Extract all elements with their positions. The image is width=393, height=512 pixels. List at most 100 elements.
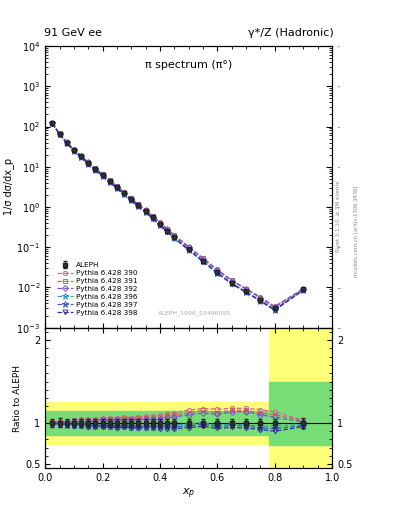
Pythia 6.428 396 [301, 287, 306, 293]
Pythia 6.428 398 [201, 259, 206, 265]
Pythia 6.428 392 [201, 256, 206, 262]
Pythia 6.428 396 [86, 160, 90, 166]
Pythia 6.428 397 [100, 173, 105, 179]
Pythia 6.428 390 [215, 266, 220, 272]
Bar [269, 328, 332, 468]
Pythia 6.428 391 [57, 131, 62, 137]
Pythia 6.428 397 [244, 289, 248, 295]
Pythia 6.428 392 [143, 207, 148, 214]
Pythia 6.428 391 [136, 201, 141, 207]
Pythia 6.428 398 [107, 179, 112, 185]
X-axis label: $x_p$: $x_p$ [182, 486, 195, 501]
Pythia 6.428 391 [107, 177, 112, 183]
Pythia 6.428 391 [201, 255, 206, 262]
Pythia 6.428 391 [129, 196, 134, 202]
Pythia 6.428 392 [301, 286, 306, 292]
Pythia 6.428 398 [258, 298, 263, 304]
Pythia 6.428 397 [301, 287, 306, 293]
Text: mcplots.cern.ch [arXiv:1306.3436]: mcplots.cern.ch [arXiv:1306.3436] [354, 186, 359, 278]
Pythia 6.428 392 [165, 226, 169, 232]
Pythia 6.428 390 [151, 213, 155, 219]
Pythia 6.428 397 [258, 297, 263, 304]
Pythia 6.428 391 [186, 244, 191, 250]
Pythia 6.428 396 [165, 228, 169, 234]
Pythia 6.428 398 [165, 229, 169, 235]
Pythia 6.428 398 [172, 235, 177, 241]
Pythia 6.428 396 [172, 234, 177, 241]
Bar [45, 411, 269, 435]
Pythia 6.428 390 [230, 277, 234, 283]
Pythia 6.428 390 [258, 294, 263, 300]
Pythia 6.428 397 [230, 281, 234, 287]
Pythia 6.428 396 [186, 246, 191, 252]
Pythia 6.428 397 [107, 179, 112, 185]
Pythia 6.428 396 [122, 190, 127, 197]
Pythia 6.428 396 [272, 306, 277, 312]
Text: ALEPH_1996_S3486095: ALEPH_1996_S3486095 [158, 311, 231, 316]
Pythia 6.428 398 [272, 307, 277, 313]
Pythia 6.428 398 [64, 140, 69, 146]
Pythia 6.428 391 [258, 294, 263, 301]
Pythia 6.428 398 [230, 281, 234, 287]
Pythia 6.428 396 [244, 289, 248, 295]
Pythia 6.428 390 [272, 303, 277, 309]
Pythia 6.428 391 [100, 172, 105, 178]
Pythia 6.428 392 [136, 202, 141, 208]
Pythia 6.428 397 [143, 209, 148, 215]
Pythia 6.428 397 [129, 197, 134, 203]
Pythia 6.428 392 [272, 304, 277, 310]
Pythia 6.428 397 [72, 147, 76, 154]
Pythia 6.428 397 [165, 228, 169, 234]
Pythia 6.428 396 [230, 280, 234, 286]
Pythia 6.428 398 [129, 197, 134, 203]
Pythia 6.428 390 [115, 183, 119, 189]
Pythia 6.428 398 [215, 270, 220, 276]
Pythia 6.428 397 [115, 185, 119, 191]
Pythia 6.428 390 [301, 286, 306, 292]
Pythia 6.428 390 [136, 201, 141, 207]
Pythia 6.428 396 [115, 185, 119, 191]
Pythia 6.428 398 [151, 216, 155, 222]
Pythia 6.428 392 [107, 178, 112, 184]
Pythia 6.428 390 [172, 232, 177, 238]
Y-axis label: 1/σ dσ/dx_p: 1/σ dσ/dx_p [3, 158, 14, 216]
Pythia 6.428 392 [50, 120, 55, 126]
Pythia 6.428 390 [165, 226, 169, 232]
Pythia 6.428 392 [158, 220, 162, 226]
Pythia 6.428 396 [215, 269, 220, 275]
Pythia 6.428 392 [86, 159, 90, 165]
Pythia 6.428 397 [172, 235, 177, 241]
Pythia 6.428 398 [244, 289, 248, 295]
Pythia 6.428 398 [122, 191, 127, 197]
Pythia 6.428 396 [50, 120, 55, 126]
Pythia 6.428 398 [186, 247, 191, 253]
Pythia 6.428 392 [93, 165, 98, 172]
Pythia 6.428 392 [258, 295, 263, 301]
Pythia 6.428 398 [86, 161, 90, 167]
Pythia 6.428 391 [115, 183, 119, 189]
Pythia 6.428 391 [79, 153, 83, 159]
Line: Pythia 6.428 396: Pythia 6.428 396 [49, 120, 307, 312]
Pythia 6.428 398 [93, 167, 98, 173]
Pythia 6.428 391 [72, 146, 76, 153]
Pythia 6.428 391 [86, 159, 90, 165]
Pythia 6.428 397 [122, 191, 127, 197]
Pythia 6.428 391 [165, 226, 169, 232]
Pythia 6.428 392 [72, 146, 76, 153]
Pythia 6.428 397 [151, 215, 155, 221]
Pythia 6.428 397 [201, 258, 206, 264]
Legend: ALEPH, Pythia 6.428 390, Pythia 6.428 391, Pythia 6.428 392, Pythia 6.428 396, P: ALEPH, Pythia 6.428 390, Pythia 6.428 39… [55, 260, 141, 318]
Pythia 6.428 396 [79, 154, 83, 160]
Pythia 6.428 391 [151, 214, 155, 220]
Pythia 6.428 398 [115, 185, 119, 191]
Pythia 6.428 392 [64, 139, 69, 145]
Pythia 6.428 397 [86, 160, 90, 166]
Pythia 6.428 390 [122, 189, 127, 195]
Pythia 6.428 391 [172, 232, 177, 239]
Pythia 6.428 396 [107, 179, 112, 185]
Pythia 6.428 390 [86, 159, 90, 165]
Pythia 6.428 391 [301, 286, 306, 292]
Pythia 6.428 391 [122, 189, 127, 196]
Pythia 6.428 390 [158, 219, 162, 225]
Pythia 6.428 392 [122, 189, 127, 196]
